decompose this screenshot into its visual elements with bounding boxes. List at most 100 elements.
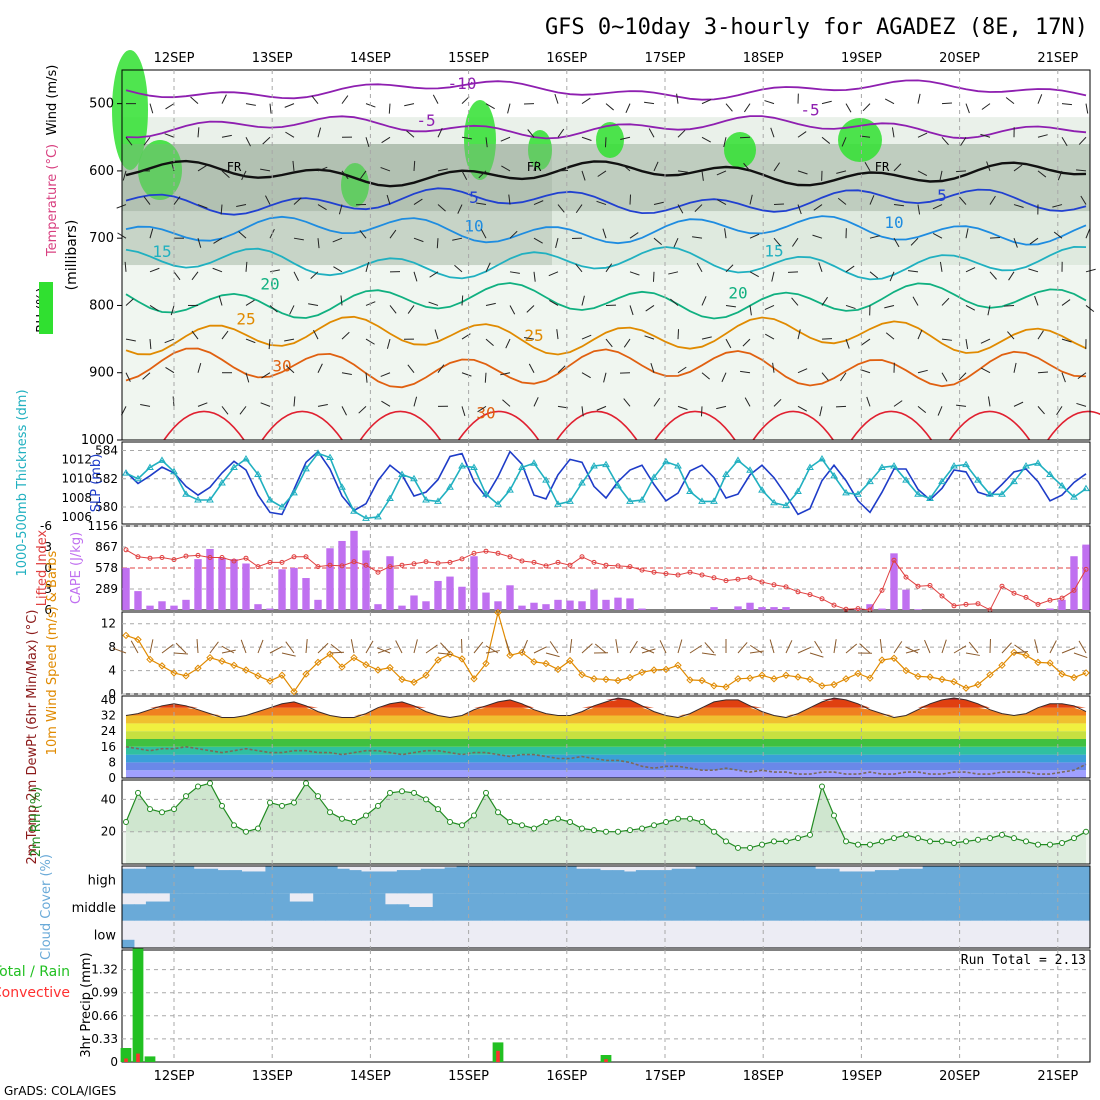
cloud-bar-high [337, 868, 350, 894]
rh-tick-label: 20 [101, 825, 116, 839]
cloud-bar-middle [791, 893, 804, 921]
cloud-bar-low [122, 939, 135, 948]
cloud-bar-high [349, 870, 362, 894]
wind-marker [650, 666, 658, 674]
cloud-bar-middle [1066, 893, 1079, 921]
cape-bar [914, 609, 922, 610]
surface-wind-barb [365, 640, 374, 654]
rh-marker [939, 838, 945, 845]
temp-tick-label: 0 [108, 771, 116, 785]
thickness-marker [170, 467, 178, 475]
wind-barb [191, 271, 199, 281]
wind-marker [938, 675, 946, 684]
cloud-bar-middle [862, 893, 876, 921]
wind-marker [1034, 658, 1042, 667]
wind-barb [603, 372, 607, 383]
wind-barb [700, 406, 703, 417]
thickness-marker [650, 473, 658, 480]
li-marker [555, 559, 561, 565]
cape-bar [1046, 608, 1054, 610]
cape-bar [554, 599, 562, 610]
temp-color-band [126, 762, 1086, 771]
wind-barb [554, 93, 559, 104]
rh-marker [1011, 835, 1017, 842]
cloud-bar-middle [671, 893, 685, 921]
cape-bar [446, 576, 454, 610]
wind-barb [533, 271, 536, 282]
wind-barb [507, 103, 511, 114]
cloud-bar-high [1018, 866, 1031, 894]
wind-barb [124, 261, 127, 272]
surface-wind-barb [809, 652, 824, 658]
surface-wind-barb [209, 641, 219, 654]
wind-marker [962, 684, 970, 692]
surface-wind-barb [485, 645, 499, 654]
date-label-top: 12SEP [154, 51, 195, 66]
wind-barb [677, 129, 686, 138]
temp-color-band [126, 731, 1086, 739]
rh-tick-label: 40 [101, 792, 116, 806]
wind-barb [221, 330, 229, 340]
li-marker [759, 579, 765, 585]
rh-marker [651, 822, 657, 829]
cloud-bar-high [516, 866, 529, 894]
wind-barb [1085, 268, 1096, 273]
thickness-marker [206, 495, 214, 503]
wind-barb [860, 369, 871, 374]
wind-marker [986, 670, 994, 679]
wind-barb [191, 330, 199, 340]
wind-barb [149, 339, 152, 350]
isotherm-35 [261, 410, 343, 441]
rh-marker [579, 825, 585, 832]
rh-marker [855, 841, 861, 848]
wind-marker [626, 673, 634, 682]
wind-barb [452, 237, 463, 241]
cape-bar [254, 604, 262, 610]
thickness-marker [542, 476, 550, 483]
wind-barb [461, 96, 470, 104]
rh-marker [219, 802, 225, 809]
wind-barb [670, 298, 679, 306]
precip-convective-bar [136, 1053, 140, 1062]
cloud-bar-middle [372, 893, 386, 921]
wind-barb [581, 136, 592, 142]
wind-barb [1061, 299, 1071, 306]
cloud-bar-middle [874, 893, 888, 921]
cloud-bar-middle [767, 893, 780, 921]
surface-wind-barb [701, 652, 716, 656]
slp-tick-label: 1012 [61, 452, 92, 466]
cape-bar [854, 609, 862, 610]
contour-label: -5 [416, 111, 435, 130]
li-marker [975, 601, 981, 607]
y-tick-label: 1000 [81, 433, 114, 448]
thickness-marker [218, 479, 226, 486]
thickness-marker [194, 495, 202, 503]
rh-marker [1071, 835, 1077, 842]
li-marker [627, 564, 633, 570]
wind-barb [910, 237, 919, 246]
rh-marker [183, 793, 189, 800]
wind-barb [437, 127, 443, 138]
wind-barb [437, 204, 446, 212]
cloud-level-label: low [94, 928, 117, 943]
thickness-marker [374, 512, 382, 520]
wind-barb [717, 199, 727, 205]
wind-barb [813, 204, 823, 211]
li-marker [183, 553, 189, 559]
li-marker [735, 576, 741, 582]
wind-barb [386, 194, 391, 205]
rh-marker [723, 838, 729, 845]
wind-barb [696, 262, 703, 273]
li-marker [639, 567, 645, 573]
thickness-marker [290, 488, 298, 496]
li-marker [351, 559, 357, 565]
cloud-bar-middle [349, 893, 362, 921]
li-marker [267, 559, 273, 565]
wind-barb [293, 237, 304, 241]
wind-barb [956, 404, 967, 407]
panel-frame-upper [121, 69, 1091, 441]
surface-wind-barb [549, 641, 559, 654]
date-label-top: 21SEP [1037, 51, 1078, 66]
thickness-marker [806, 463, 814, 470]
wind-barb [555, 238, 559, 249]
